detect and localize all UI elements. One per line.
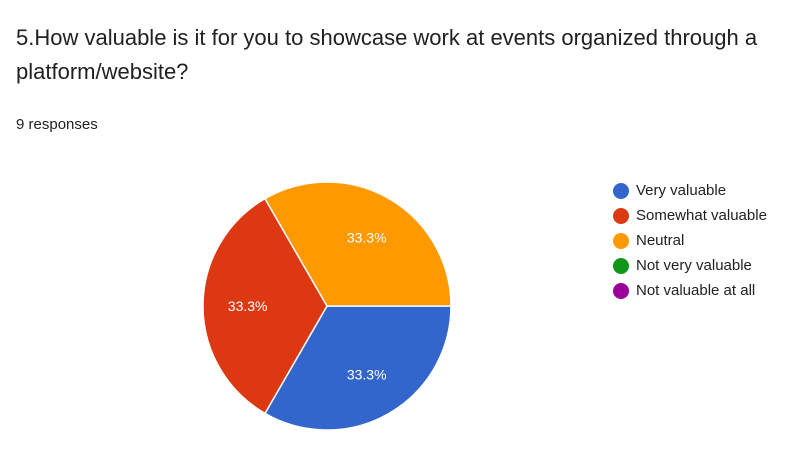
legend-dot-icon: [613, 257, 629, 274]
pie-slice-label: 33.3%: [347, 229, 387, 245]
legend-dot-icon: [613, 232, 629, 249]
pie-slice-neutral: [263, 181, 452, 307]
pie-slice-very-valuable: [263, 305, 452, 431]
legend-item: Very valuable: [613, 178, 767, 203]
pie-slice-label: 33.3%: [347, 367, 387, 383]
legend-label: Not very valuable: [636, 257, 752, 274]
question-title: 5.How valuable is it for you to showcase…: [16, 25, 758, 84]
legend-item: Somewhat valuable: [613, 203, 767, 228]
legend-dot-icon: [613, 282, 629, 299]
legend-label: Very valuable: [636, 182, 727, 199]
legend-item: Not very valuable: [613, 253, 767, 278]
response-count: 9 responses: [16, 116, 98, 133]
legend-item: Neutral: [613, 228, 767, 253]
legend-item: Not valuable at all: [613, 278, 767, 303]
pie-slice-somewhat-valuable: [202, 197, 328, 415]
pie-slice-label: 33.3%: [228, 298, 268, 314]
chart-legend: Very valuable Somewhat valuable Neutral Not…: [613, 178, 767, 303]
legend-label: Not valuable at all: [636, 282, 756, 299]
legend-dot-icon: [613, 182, 629, 199]
legend-label: Somewhat valuable: [636, 207, 767, 224]
legend-label: Neutral: [636, 232, 685, 249]
legend-dot-icon: [613, 207, 629, 224]
